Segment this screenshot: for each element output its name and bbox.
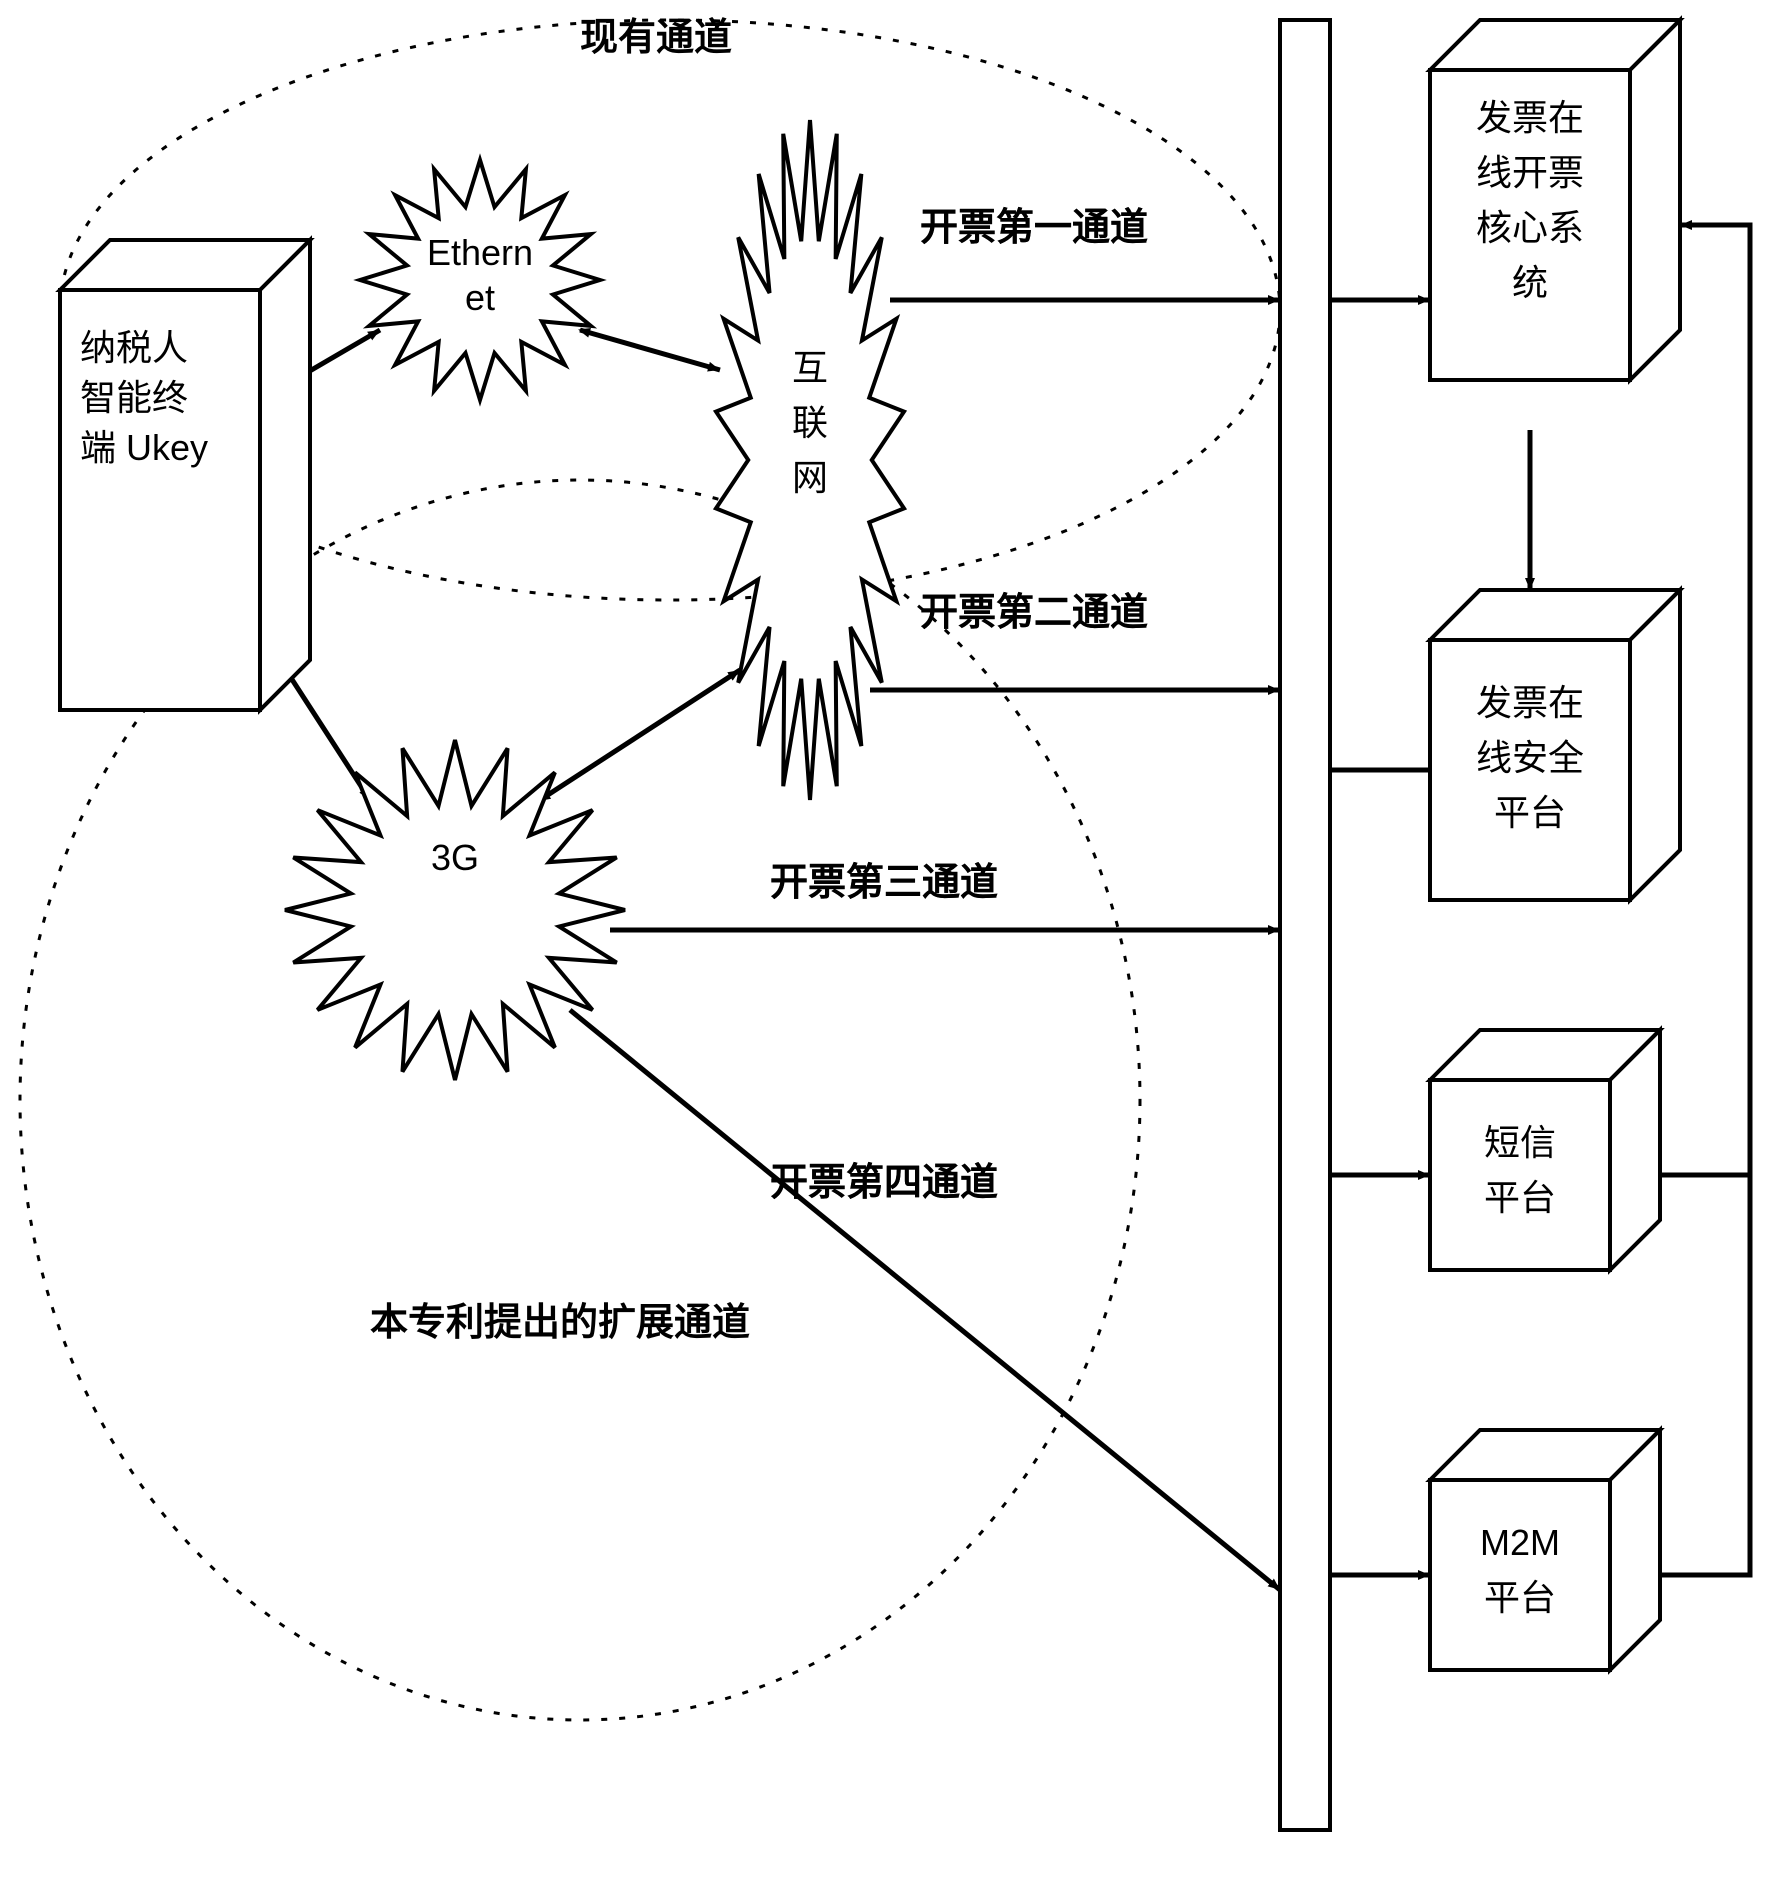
taxpayer-terminal: 纳税人智能终端 Ukey (60, 240, 310, 710)
security-platform: 发票在线安全平台 (1430, 590, 1680, 900)
m2m-platform-text: 平台 (1484, 1577, 1556, 1618)
sms-platform-text: 平台 (1484, 1177, 1556, 1218)
security-platform-text: 平台 (1494, 792, 1566, 833)
extended-channel-label: 本专利提出的扩展通道 (370, 1302, 750, 1344)
internet-text: 网 (792, 457, 828, 498)
sms-platform-text: 短信 (1484, 1122, 1556, 1163)
edge (540, 670, 740, 800)
taxpayer-terminal-text: 纳税人 (80, 327, 188, 368)
core-system: 发票在线开票核心系统 (1430, 20, 1680, 380)
core-system-text: 线开票 (1476, 152, 1584, 193)
edge-label-top: 开票第二通道 (920, 592, 1148, 634)
nodes-layer: 纳税人智能终端 UkeyEthernet互联网3G发票在线开票核心系统发票在线安… (60, 20, 1680, 1830)
security-platform-text: 线安全 (1476, 737, 1584, 778)
ethernet-text: et (465, 277, 495, 318)
sms-platform: 短信平台 (1430, 1030, 1660, 1270)
edge-label-top: 开票第一通道 (920, 207, 1148, 249)
internet-text: 互 (792, 347, 828, 388)
edge (580, 330, 720, 370)
edge-label-top: 开票第三通道 (770, 862, 998, 904)
edge (570, 1010, 1280, 1590)
core-system-text: 统 (1512, 262, 1548, 303)
internet-text: 联 (792, 402, 828, 443)
ethernet-text: Ethern (427, 232, 533, 273)
m2m-platform: M2M 平台 (1430, 1430, 1660, 1670)
edge-label-top: 开票第四通道 (770, 1162, 998, 1204)
taxpayer-terminal-text: 智能终 (80, 377, 188, 418)
edge (1660, 1175, 1750, 1575)
3g: 3G (285, 740, 625, 1080)
bus (1280, 20, 1330, 1830)
m2m-platform-text: M2M (1480, 1522, 1560, 1563)
diagram-canvas: 现有通道本专利提出的扩展通道 开票第一通道开票第二通道开票第三通道开票第四通道 纳税… (0, 0, 1783, 1900)
taxpayer-terminal-text: 端 Ukey (80, 427, 208, 468)
internet: 互联网 (716, 120, 904, 800)
security-platform-text: 发票在 (1476, 682, 1584, 723)
ethernet: Ethernet (360, 160, 600, 400)
core-system-text: 发票在 (1476, 97, 1584, 138)
core-system-text: 核心系 (1476, 207, 1584, 248)
3g-text: 3G (431, 837, 479, 878)
existing-channel-label: 现有通道 (580, 17, 732, 59)
